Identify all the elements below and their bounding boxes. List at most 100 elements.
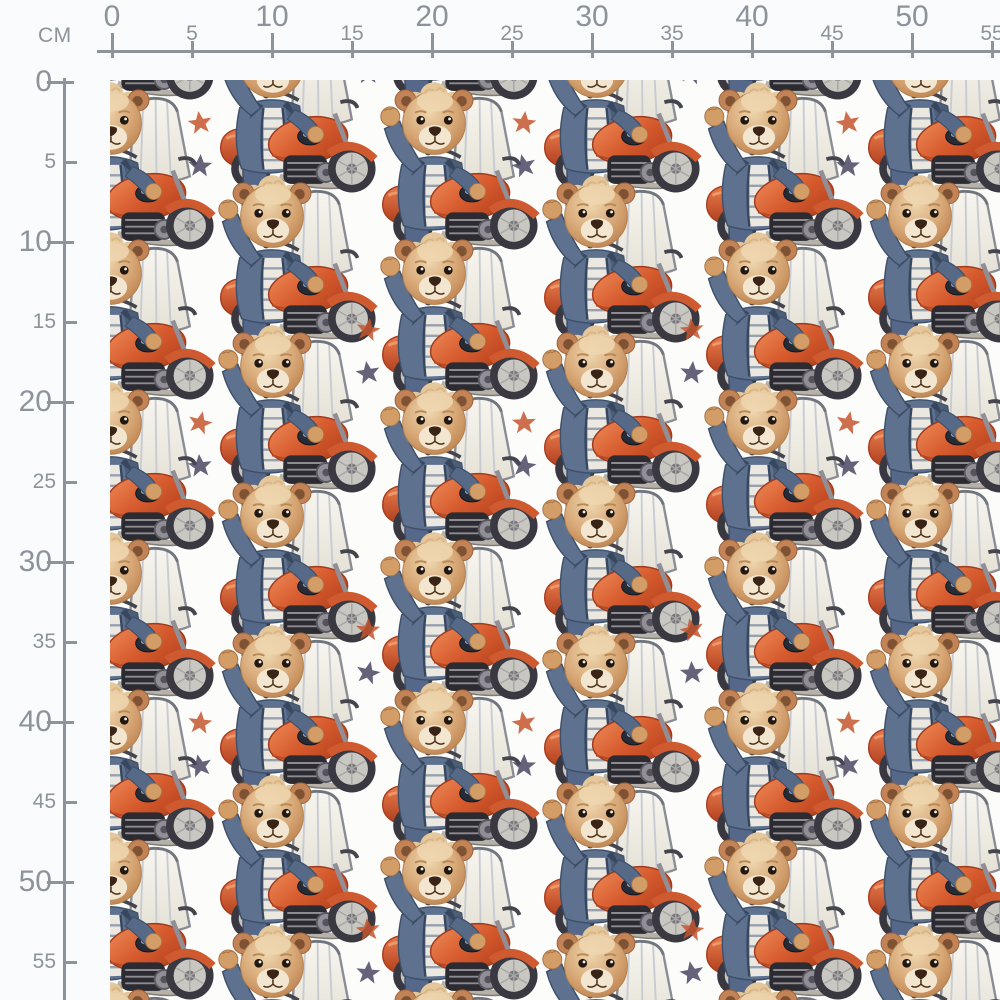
top-ruler-label-15: 15 [340, 22, 364, 45]
bear-motorcycle-motif [543, 625, 700, 807]
top-ruler-tick-10 [270, 33, 274, 58]
top-ruler-line [97, 50, 1000, 53]
star-decoration [511, 410, 537, 434]
bear-motorcycle-motif [381, 532, 538, 714]
star-decoration [835, 710, 861, 734]
bear-motorcycle-motif [381, 832, 538, 1000]
bear-motorcycle-motif [543, 325, 700, 507]
bear-motorcycle-motif [543, 175, 700, 357]
left-ruler-label-0: 0 [35, 65, 52, 98]
top-ruler-tick-55 [990, 41, 994, 58]
top-ruler-tick-40 [750, 33, 754, 58]
star-decoration [510, 452, 538, 478]
left-ruler-label-45: 45 [32, 790, 56, 813]
star-decoration [354, 359, 382, 385]
pattern-motif-layer [110, 80, 1000, 1000]
top-ruler-label-35: 35 [660, 22, 684, 45]
fabric-pattern-preview[interactable] [110, 80, 1000, 1000]
star-decoration [354, 658, 383, 686]
bear-motorcycle-motif [110, 532, 214, 714]
left-ruler-tick-25 [64, 480, 77, 484]
left-ruler-label-50: 50 [18, 865, 52, 898]
bear-motorcycle-motif [867, 475, 1000, 657]
top-ruler-label-20: 20 [415, 0, 449, 33]
star-decoration [678, 80, 707, 86]
bear-motorcycle-motif [381, 382, 538, 564]
star-decoration [510, 709, 538, 735]
bear-motorcycle-motif [705, 532, 862, 714]
star-decoration [834, 452, 862, 478]
left-ruler-tick-10 [47, 240, 74, 244]
bear-motorcycle-motif [219, 475, 376, 657]
ruler-unit-label: CM [38, 24, 72, 47]
left-ruler-label-20: 20 [18, 385, 52, 418]
top-ruler-label-25: 25 [500, 22, 524, 45]
top-ruler-tick-15 [350, 41, 354, 58]
left-ruler-label-25: 25 [32, 470, 56, 493]
top-ruler-label-30: 30 [575, 0, 609, 33]
bear-motorcycle-motif [110, 82, 214, 264]
star-decoration [677, 958, 706, 986]
left-ruler-label-35: 35 [32, 630, 56, 653]
top-ruler-tick-45 [830, 41, 834, 58]
star-decoration [834, 109, 862, 135]
left-ruler-label-5: 5 [44, 150, 56, 173]
left-ruler-tick-45 [64, 800, 77, 804]
bear-motorcycle-motif [705, 832, 862, 1000]
pattern-svg [110, 80, 1000, 1000]
top-ruler-tick-30 [590, 33, 594, 58]
star-decoration [834, 408, 863, 436]
top-ruler-label-5: 5 [186, 22, 198, 45]
top-ruler-tick-25 [510, 41, 514, 58]
top-ruler-label-0: 0 [103, 0, 121, 33]
left-ruler-tick-20 [47, 400, 74, 404]
bear-motorcycle-motif [867, 775, 1000, 957]
top-ruler-label-45: 45 [820, 22, 844, 45]
left-ruler-label-40: 40 [18, 705, 52, 738]
bear-motorcycle-motif [219, 175, 376, 357]
left-ruler-tick-40 [47, 720, 74, 724]
bear-motorcycle-motif [543, 475, 700, 657]
top-ruler-label-50: 50 [895, 0, 929, 33]
star-decoration [185, 408, 215, 436]
bear-motorcycle-motif [219, 625, 376, 807]
star-decoration [835, 153, 861, 177]
left-ruler-label-15: 15 [32, 310, 56, 333]
left-ruler-label-10: 10 [18, 225, 52, 258]
bear-motorcycle-motif [110, 832, 214, 1000]
left-ruler-label-55: 55 [32, 950, 56, 973]
bear-motorcycle-motif [705, 682, 862, 864]
top-ruler-tick-5 [190, 41, 194, 58]
star-decoration [186, 109, 214, 135]
star-decoration [355, 80, 381, 84]
left-ruler-line [63, 78, 66, 1000]
left-ruler-tick-30 [47, 560, 74, 564]
bear-motorcycle-motif [543, 775, 700, 957]
bear-motorcycle-motif [867, 325, 1000, 507]
top-ruler-tick-35 [670, 41, 674, 58]
star-decoration [679, 359, 706, 385]
star-decoration [679, 660, 705, 684]
bear-motorcycle-motif [110, 382, 214, 564]
bear-motorcycle-motif [705, 82, 862, 264]
star-decoration [511, 753, 537, 777]
star-decoration [186, 452, 213, 478]
bear-motorcycle-motif [867, 175, 1000, 357]
star-decoration [511, 109, 538, 135]
top-ruler-label-55: 55 [980, 22, 1000, 45]
bear-motorcycle-motif [219, 325, 376, 507]
bear-motorcycle-motif [381, 82, 538, 264]
left-ruler-tick-35 [64, 640, 77, 644]
bear-motorcycle-motif [381, 682, 538, 864]
top-ruler-label-10: 10 [255, 0, 289, 33]
left-ruler-tick-55 [64, 960, 77, 964]
bear-motorcycle-motif [219, 775, 376, 957]
bear-motorcycle-motif [867, 625, 1000, 807]
left-ruler-tick-15 [64, 320, 77, 324]
left-ruler-tick-0 [47, 80, 74, 84]
star-decoration [187, 153, 213, 177]
star-decoration [187, 709, 214, 735]
top-ruler-tick-0 [110, 33, 114, 58]
bear-motorcycle-motif [705, 232, 862, 414]
left-ruler-label-30: 30 [18, 545, 52, 578]
